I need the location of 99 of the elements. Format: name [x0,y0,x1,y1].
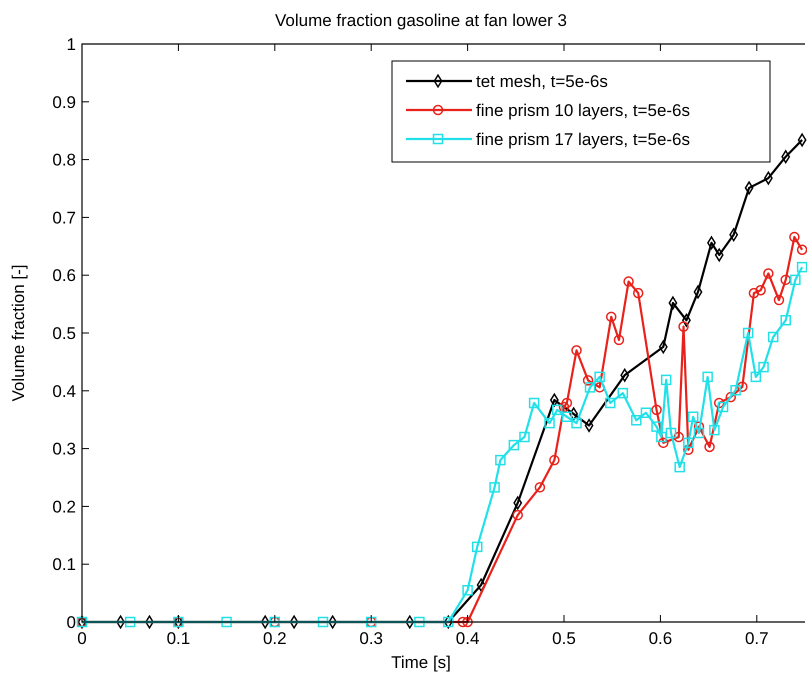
y-tick-label: 0.6 [52,266,76,286]
point [674,462,685,472]
point [558,402,570,412]
point [768,332,778,342]
point [781,150,790,164]
x-tick-label: 0.1 [166,629,190,648]
point [758,362,769,372]
x-tick-label: 0.2 [262,629,287,648]
point [678,321,689,332]
point [614,334,624,346]
point [790,274,801,286]
point [737,382,748,392]
point [462,584,473,596]
y-tick-label: 0.1 [52,555,76,574]
point [726,392,736,402]
point [694,428,704,438]
point [714,398,724,408]
y-tick-label: 0.9 [52,92,76,112]
point [704,442,715,452]
point [796,262,807,272]
chart-title: Volume fraction gasoline at fan lower 3 [274,11,568,30]
point [763,268,774,279]
y-tick-label: 0 [66,613,76,632]
point [660,374,672,386]
point [796,244,807,256]
point [458,616,468,628]
point [318,616,328,628]
x-axis-title: Time [s] [391,653,451,672]
x-tick-label: 0.3 [359,629,384,648]
point [549,454,560,466]
point [651,404,662,416]
point [688,412,698,422]
y-tick-label: 0.8 [52,150,76,170]
point [631,415,642,426]
point [552,404,562,416]
point [508,440,520,450]
point [632,288,644,298]
point [495,454,506,466]
point [489,482,500,493]
point [519,432,530,442]
x-tick-label: 0.4 [456,629,480,648]
point [780,274,791,286]
point [748,288,760,298]
point [774,294,784,306]
point [606,312,616,322]
y-tick-label: 0.7 [52,208,76,228]
point [718,402,728,412]
point [640,408,652,418]
point [658,438,669,448]
point [221,616,232,628]
point [544,418,555,428]
point [124,616,136,628]
point [666,428,676,438]
point [789,232,800,242]
y-tick-label: 1 [66,35,76,54]
point [780,315,791,326]
point [571,345,582,356]
x-tick-label: 0.6 [648,629,672,648]
point [651,421,662,432]
point [462,616,473,628]
point [683,438,694,448]
point [562,398,572,408]
point [694,421,704,432]
y-tick-label: 0.4 [52,382,76,401]
x-tick-label: 0.7 [744,629,769,648]
point [618,388,628,398]
point [620,368,630,382]
point [709,424,720,436]
point [730,384,741,396]
legend-label: fine prism 17 layers, t=5e-6s [476,130,690,149]
point [562,412,572,422]
legend-label: tet mesh, t=5e-6s [476,72,608,91]
point [656,432,667,442]
point [534,482,546,493]
y-tick-label: 0.3 [52,440,76,459]
y-axis-title: Volume fraction [-] [9,264,28,402]
x-tick-label: 0.5 [552,629,576,648]
point [528,398,540,408]
point [658,340,668,354]
point [414,616,425,628]
point [584,382,596,393]
point [623,276,634,287]
legend-label: fine prism 10 layers, t=5e-6s [476,101,690,120]
y-tick-label: 0.2 [52,497,76,516]
point [512,510,523,520]
point [582,375,594,386]
point [594,382,605,393]
point [742,328,754,338]
point [673,432,684,442]
point [605,398,616,408]
point [755,284,766,296]
point [472,542,482,552]
point [729,228,738,242]
point [683,444,694,455]
y-tick-label: 0.5 [52,324,76,343]
point [594,372,605,382]
point [571,418,582,428]
point [702,372,713,382]
point [750,372,762,382]
